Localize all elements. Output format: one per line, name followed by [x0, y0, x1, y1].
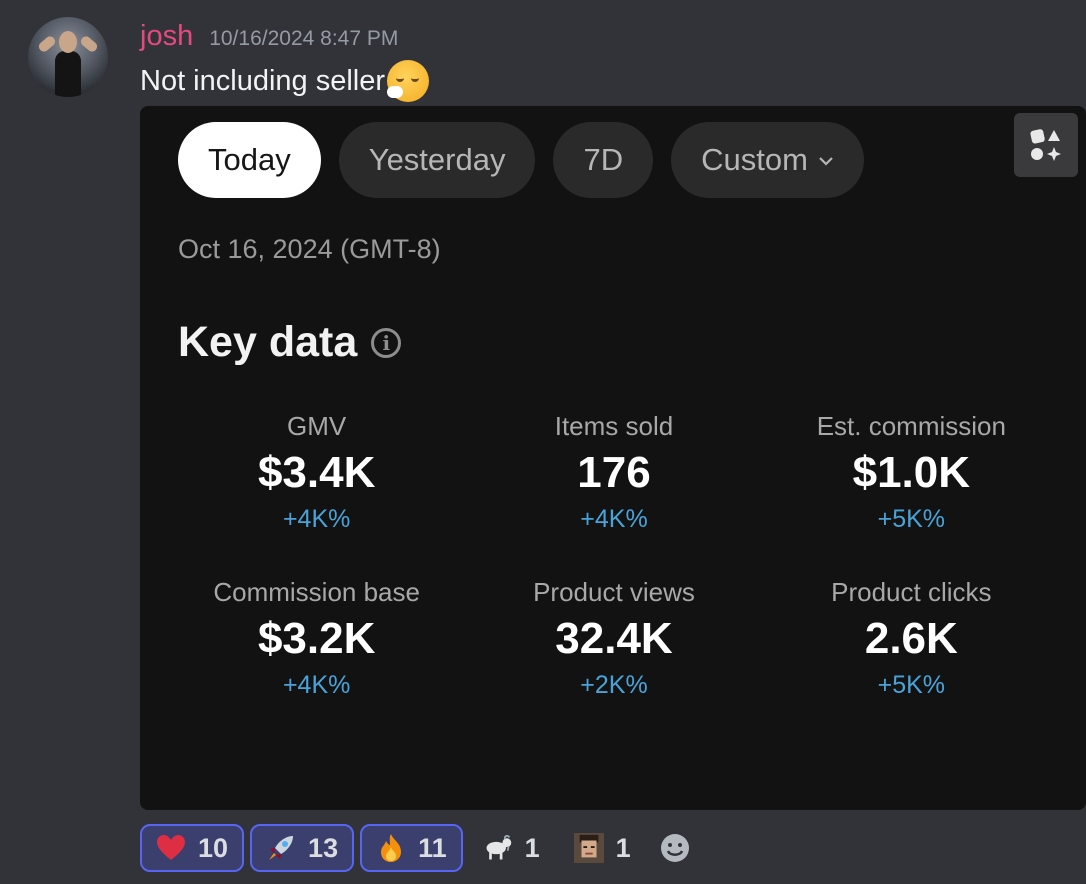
reaction-heart[interactable]: 10 — [140, 824, 245, 872]
tab-today-label: Today — [208, 142, 291, 177]
metric-value: 2.6K — [864, 614, 958, 663]
metric-value: 176 — [577, 448, 651, 497]
metric-label: GMV — [287, 411, 347, 441]
reaction-fire[interactable]: 11 — [360, 824, 463, 872]
date-label: Oct 16, 2024 (GMT-8) — [178, 234, 441, 264]
metric-label: Product clicks — [831, 577, 992, 607]
metric-value: $3.4K — [257, 448, 376, 497]
key-data-heading: Key data — [178, 318, 358, 366]
metric-commission-base: Commission base $3.2K +4K% — [168, 577, 465, 703]
reaction-goat[interactable]: 1 — [469, 824, 554, 872]
media-gallery-button[interactable] — [1014, 113, 1078, 177]
username[interactable]: josh — [140, 20, 194, 52]
heart-icon — [156, 833, 186, 863]
gallery-icon — [1030, 129, 1061, 161]
reaction-count: 11 — [418, 832, 447, 863]
tab-yesterday[interactable]: Yesterday — [338, 122, 536, 198]
metric-label: Product views — [533, 577, 695, 607]
message-timestamp: 10/16/2024 8:47 PM — [209, 27, 399, 50]
tab-today[interactable]: Today — [178, 122, 321, 198]
tab-yesterday-label: Yesterday — [368, 142, 506, 177]
metrics-grid: GMV $3.4K +4K% Items sold 176 +4K% Est. … — [168, 411, 1060, 703]
metric-value: $1.0K — [852, 448, 971, 497]
metric-gmv: GMV $3.4K +4K% — [168, 411, 465, 537]
reaction-custom-face[interactable]: 1 — [560, 824, 645, 872]
user-avatar[interactable] — [28, 17, 108, 97]
metric-change: +5K% — [877, 671, 946, 699]
smiley-icon — [660, 834, 689, 862]
reaction-rocket[interactable]: 13 — [250, 824, 355, 872]
metric-change: +4K% — [282, 505, 351, 533]
tab-7d-label: 7D — [583, 142, 624, 177]
metric-label: Est. commission — [816, 411, 1006, 441]
reaction-count: 1 — [615, 832, 631, 863]
metric-label: Commission base — [213, 577, 420, 607]
analytics-screenshot-card[interactable]: Today Yesterday 7D Custom O — [140, 106, 1086, 810]
date-range-tabs: Today Yesterday 7D Custom — [178, 122, 864, 198]
tab-custom-label: Custom — [701, 142, 808, 177]
metric-change: +2K% — [580, 671, 648, 699]
section-title: Key data i — [178, 318, 402, 367]
rocket-icon — [266, 833, 296, 863]
metric-change: +4K% — [282, 671, 351, 699]
metric-product-views: Product views 32.4K +2K% — [465, 577, 762, 703]
metric-change: +4K% — [580, 505, 648, 533]
metric-label: Items sold — [554, 411, 674, 441]
tab-7d[interactable]: 7D — [553, 122, 654, 198]
metric-items-sold: Items sold 176 +4K% — [465, 411, 762, 537]
face-exhaling-emoji-icon — [387, 60, 430, 102]
message-text-content: Not including seller — [140, 64, 386, 97]
reaction-count: 10 — [198, 832, 229, 863]
reaction-count: 13 — [308, 832, 339, 863]
reactions-bar: 10 13 11 — [140, 824, 699, 872]
message-header: josh 10/16/2024 8:47 PM — [140, 20, 398, 54]
custom-face-icon — [573, 833, 604, 863]
message-text: Not including seller — [140, 60, 430, 102]
tab-custom[interactable]: Custom — [671, 122, 864, 198]
info-icon[interactable]: i — [371, 327, 402, 358]
metric-value: 32.4K — [555, 614, 673, 663]
metric-est-commission: Est. commission $1.0K +5K% — [763, 411, 1060, 537]
fire-icon — [376, 833, 406, 863]
chevron-down-icon — [818, 149, 834, 172]
add-reaction-button[interactable] — [651, 824, 699, 872]
reaction-count: 1 — [524, 832, 540, 863]
goat-icon — [483, 833, 513, 863]
metric-change: +5K% — [877, 505, 946, 533]
metric-product-clicks: Product clicks 2.6K +5K% — [763, 577, 1060, 703]
metric-value: $3.2K — [257, 614, 376, 663]
